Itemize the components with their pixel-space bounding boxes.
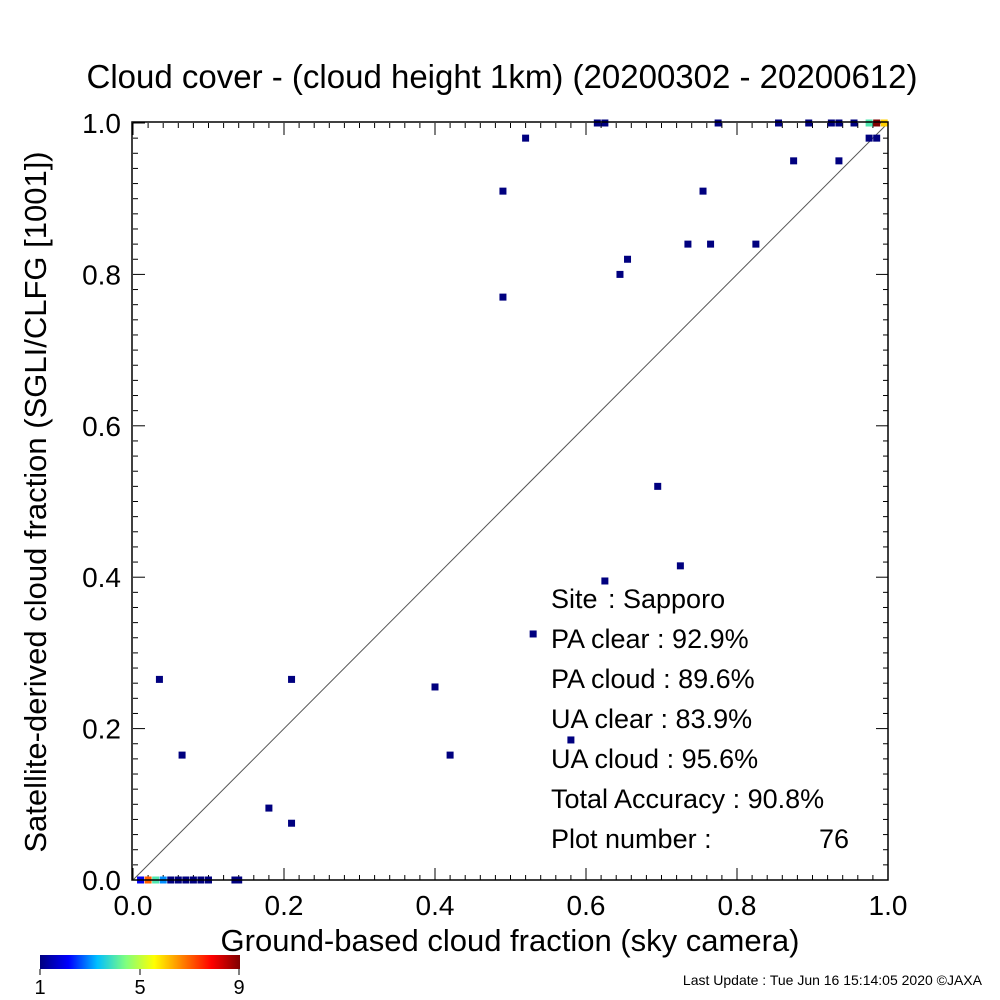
- data-point: [499, 293, 507, 301]
- x-tick-label: 0.6: [567, 890, 606, 921]
- data-point: [865, 134, 873, 142]
- plot-number-value: 76: [819, 824, 849, 854]
- data-point: [699, 187, 707, 195]
- y-tick-label: 0.6: [82, 411, 121, 442]
- colorbar: 1 5 9: [34, 955, 245, 999]
- data-point: [865, 119, 873, 127]
- data-point: [288, 675, 296, 683]
- data-point: [835, 157, 843, 165]
- data-point: [684, 240, 692, 248]
- x-tick-label: 0.2: [265, 890, 304, 921]
- data-point: [593, 119, 601, 127]
- data-point: [752, 240, 760, 248]
- data-points: [137, 119, 888, 884]
- x-tick-label: 0.0: [114, 890, 153, 921]
- data-point: [714, 119, 722, 127]
- data-point: [288, 819, 296, 827]
- data-point: [155, 675, 163, 683]
- data-point: [624, 255, 632, 263]
- chart-title: Cloud cover - (cloud height 1km) (202003…: [87, 58, 918, 95]
- x-tick-label: 1.0: [869, 890, 908, 921]
- y-tick-label: 1.0: [82, 108, 121, 139]
- y-axis-label: Satellite-derived cloud fraction (SGLI/C…: [18, 151, 53, 852]
- plot-number-label: Plot number :: [551, 824, 712, 854]
- site-value: : Sapporo: [608, 584, 725, 614]
- data-point: [805, 119, 813, 127]
- ua-cloud-text: UA cloud : 95.6%: [551, 744, 758, 774]
- data-point: [522, 134, 530, 142]
- y-tick-label: 0.2: [82, 714, 121, 745]
- data-point: [601, 577, 609, 585]
- footer-last-update: Last Update : Tue Jun 16 15:14:05 2020 ©…: [683, 972, 983, 988]
- x-axis-label: Ground-based cloud fraction (sky camera): [221, 923, 800, 958]
- statistics-annotation: Site : Sapporo PA clear : 92.9% PA cloud…: [551, 584, 849, 854]
- pa-cloud-text: PA cloud : 89.6%: [551, 664, 755, 694]
- data-point: [499, 187, 507, 195]
- y-tick-label: 0.0: [82, 865, 121, 896]
- plot-frame: [131, 121, 889, 881]
- data-point: [178, 751, 186, 759]
- data-point: [567, 736, 575, 744]
- reference-line: [132, 122, 889, 881]
- data-point: [446, 751, 454, 759]
- x-tick-label: 0.8: [718, 890, 757, 921]
- data-point: [790, 157, 798, 165]
- colorbar-mid-label: 5: [134, 977, 145, 999]
- y-tick-label: 0.8: [82, 259, 121, 290]
- data-point: [265, 804, 273, 812]
- data-point: [707, 240, 715, 248]
- data-point: [601, 119, 609, 127]
- data-point: [676, 562, 684, 570]
- data-point: [431, 683, 439, 691]
- x-tick-label: 0.4: [416, 890, 455, 921]
- data-point: [873, 119, 881, 127]
- total-accuracy-text: Total Accuracy : 90.8%: [551, 784, 824, 814]
- data-point: [880, 119, 888, 127]
- data-point: [873, 134, 881, 142]
- data-point: [654, 482, 662, 490]
- tick-labels: 0.0 0.2 0.4 0.6 0.8 1.0 0.0 0.2 0.4 0.6 0.8 1.0: [82, 108, 907, 921]
- y-tick-label: 0.4: [82, 562, 121, 593]
- ua-clear-text: UA clear : 83.9%: [551, 704, 752, 734]
- colorbar-min-label: 1: [34, 977, 45, 999]
- data-point: [835, 119, 843, 127]
- colorbar-ramp: [40, 955, 240, 969]
- colorbar-max-label: 9: [233, 977, 244, 999]
- data-point: [616, 270, 624, 278]
- site-label: Site: [551, 584, 598, 614]
- data-point: [850, 119, 858, 127]
- pa-clear-text: PA clear : 92.9%: [551, 624, 749, 654]
- data-point: [529, 630, 537, 638]
- data-point: [775, 119, 783, 127]
- data-point: [827, 119, 835, 127]
